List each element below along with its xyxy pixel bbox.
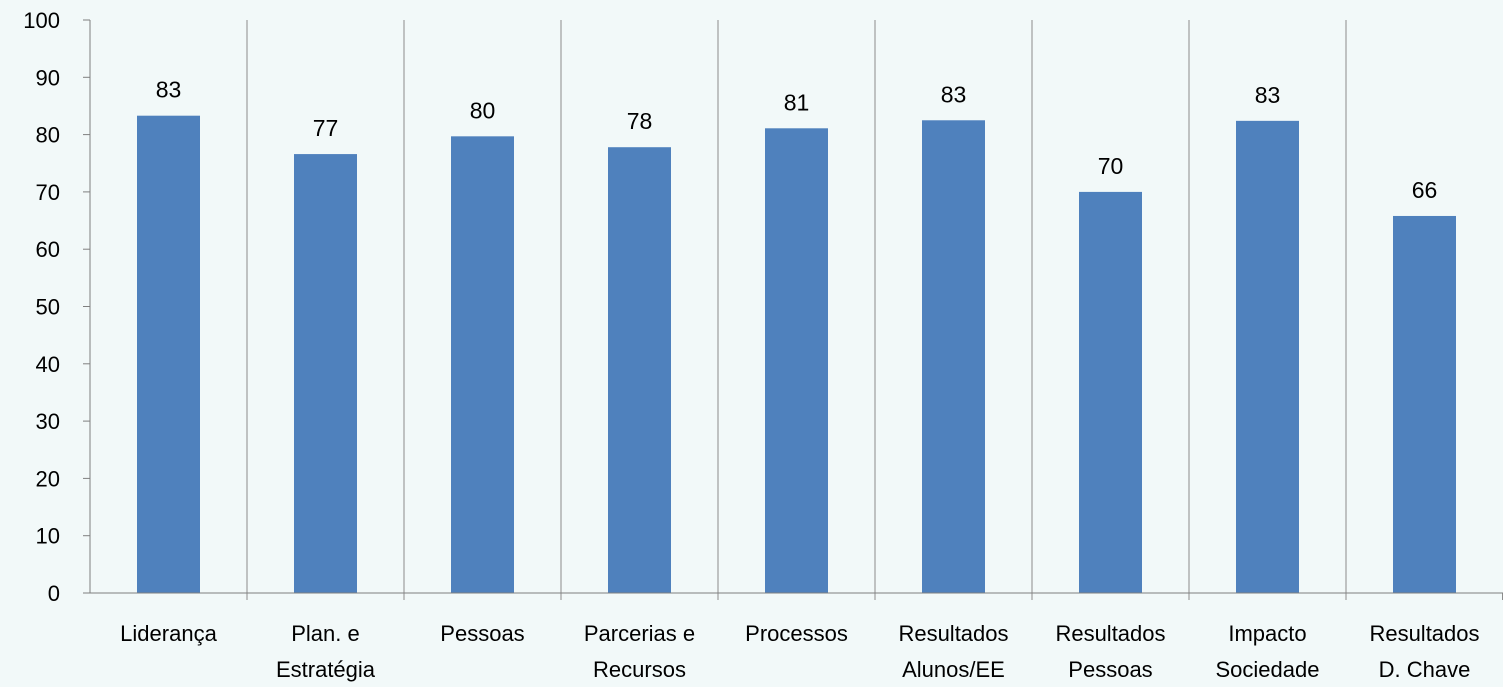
category-label: Impacto [1228,621,1306,646]
y-tick-label: 30 [36,409,60,434]
category-label: Pessoas [1068,657,1152,682]
bar [1393,215,1456,593]
category-separators [246,20,1503,600]
y-tick-label: 80 [36,123,60,148]
y-tick-label: 70 [36,180,60,205]
category-label: D. Chave [1379,657,1471,682]
data-label: 83 [1255,82,1281,108]
bar [1236,120,1299,594]
bar [451,136,514,593]
category-label: Resultados [898,621,1008,646]
category-label: Pessoas [440,621,524,646]
category-label: Sociedade [1216,657,1320,682]
category-label: Resultados [1369,621,1479,646]
data-label: 80 [470,97,496,123]
data-label: 81 [784,89,810,115]
y-tick-label: 60 [36,237,60,262]
data-label: 78 [627,108,653,134]
bar [1079,191,1142,593]
data-labels: 83 77 80 78 81 83 70 83 66 [156,77,1438,203]
y-tick-label: 10 [36,524,60,549]
category-label: Processos [745,621,848,646]
category-label: Liderança [120,621,217,646]
data-label: 66 [1412,177,1438,203]
y-tick-label: 50 [36,295,60,320]
bar [294,154,357,593]
y-tick-label: 0 [48,581,60,606]
bar [922,120,985,594]
data-label: 70 [1098,153,1124,179]
y-tick-label: 90 [36,65,60,90]
category-label: Estratégia [276,657,376,682]
y-tick-label: 100 [23,8,60,33]
category-label: Parcerias e [584,621,695,646]
category-label: Resultados [1055,621,1165,646]
category-label: Alunos/EE [902,657,1005,682]
bar [608,147,671,593]
category-labels: Liderança Plan. e Estratégia Pessoas Parceri… [120,621,1479,682]
bar [765,128,828,593]
data-label: 83 [156,77,182,103]
category-label: Plan. e [291,621,360,646]
y-tick-label: 40 [36,352,60,377]
category-label: Recursos [593,657,686,682]
y-axis-ticks: 0 10 20 30 40 50 60 70 80 90 100 [23,8,90,606]
data-label: 83 [941,81,967,107]
data-label: 77 [313,115,339,141]
bars [137,115,1456,594]
y-tick-label: 20 [36,466,60,491]
bar [137,115,200,593]
